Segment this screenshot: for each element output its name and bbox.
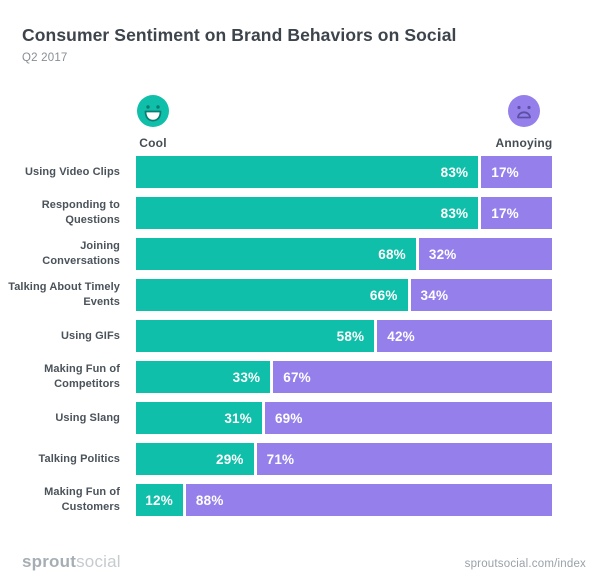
cool-bar-segment: 31% — [136, 402, 262, 434]
row-bars: 66% 34% — [136, 279, 552, 311]
header: Consumer Sentiment on Brand Behaviors on… — [0, 0, 600, 64]
chart-rows: Using Video Clips 83% 17% Responding to Que… — [0, 156, 600, 516]
annoying-bar-segment: 17% — [481, 156, 552, 188]
cool-value-label: 83% — [440, 164, 469, 180]
annoying-value-label: 42% — [387, 328, 415, 344]
cool-bar-segment: 83% — [136, 197, 479, 229]
chart-row: Joining Conversations 68% 32% — [0, 238, 600, 270]
legend-cool-label: Cool — [139, 136, 167, 150]
annoying-bar-segment: 42% — [377, 320, 552, 352]
row-bars: 83% 17% — [136, 197, 552, 229]
chart-subtitle: Q2 2017 — [22, 52, 68, 64]
sproutsocial-logo: sproutsocial — [22, 552, 121, 572]
row-bars: 83% 17% — [136, 156, 552, 188]
row-bars: 31% 69% — [136, 402, 552, 434]
logo-text-light: social — [76, 552, 121, 571]
chart-row: Making Fun of Competitors 33% 67% — [0, 361, 600, 393]
annoying-value-label: 67% — [283, 369, 311, 385]
cool-value-label: 31% — [224, 410, 252, 426]
annoying-bar-segment: 67% — [273, 361, 552, 393]
legend-annoying: Annoying — [495, 95, 553, 150]
cool-bar-segment: 12% — [136, 484, 183, 516]
cool-value-label: 12% — [145, 492, 173, 508]
chart-row: Using GIFs 58% 42% — [0, 320, 600, 352]
row-label: Responding to Questions — [41, 199, 120, 226]
cool-value-label: 58% — [336, 328, 365, 344]
footer-url: sproutsocial.com/index — [464, 558, 586, 570]
cool-bar-segment: 29% — [136, 443, 254, 475]
happy-face-icon — [137, 95, 169, 127]
cool-bar-segment: 83% — [136, 156, 479, 188]
row-bars: 12% 88% — [136, 484, 552, 516]
cool-value-label: 29% — [216, 451, 244, 467]
cool-bar-segment: 33% — [136, 361, 271, 393]
annoying-value-label: 17% — [491, 205, 519, 221]
annoying-bar-segment: 17% — [481, 197, 552, 229]
cool-value-label: 83% — [440, 205, 469, 221]
row-label: Talking About Timely Events — [8, 281, 120, 308]
cool-bar-segment: 66% — [136, 279, 408, 311]
cool-value-label: 68% — [378, 246, 406, 262]
legend-cool: Cool — [136, 95, 170, 150]
row-label: Using Slang — [55, 411, 120, 424]
legend-annoying-label: Annoying — [495, 136, 553, 150]
row-label: Using Video Clips — [24, 165, 120, 178]
row-label: Using GIFs — [60, 329, 120, 342]
logo-text-bold: sprout — [22, 552, 77, 571]
annoying-bar-segment: 69% — [264, 402, 552, 434]
annoying-value-label: 17% — [491, 164, 519, 180]
chart-row: Using Slang 31% 69% — [0, 402, 600, 434]
chart-row: Responding to Questions 83% 17% — [0, 197, 600, 229]
legend: Cool Annoying — [0, 95, 600, 150]
chart-row: Talking Politics 29% 71% — [0, 443, 600, 475]
chart-row: Talking About Timely Events 66% 34% — [0, 279, 600, 311]
annoying-value-label: 34% — [420, 287, 449, 303]
chart-row: Making Fun of Customers 12% 88% — [0, 484, 600, 516]
row-bars: 33% 67% — [136, 361, 552, 393]
cool-bar-segment: 58% — [136, 320, 375, 352]
annoying-value-label: 71% — [266, 451, 295, 467]
annoying-bar-segment: 71% — [256, 443, 552, 475]
row-label: Making Fun of Competitors — [44, 363, 120, 390]
annoying-bar-segment: 32% — [418, 238, 552, 270]
annoying-value-label: 32% — [428, 246, 457, 262]
row-label: Making Fun of Customers — [44, 486, 120, 513]
annoying-value-label: 69% — [274, 410, 303, 426]
cool-value-label: 33% — [232, 369, 261, 385]
row-label: Joining Conversations — [42, 240, 120, 267]
chart-title: Consumer Sentiment on Brand Behaviors on… — [22, 25, 457, 45]
row-bars: 29% 71% — [136, 443, 552, 475]
cool-value-label: 66% — [369, 287, 398, 303]
sad-face-icon — [508, 95, 540, 127]
row-bars: 68% 32% — [136, 238, 552, 270]
cool-bar-segment: 68% — [136, 238, 416, 270]
annoying-bar-segment: 34% — [410, 279, 552, 311]
footer: sproutsocial sproutsocial.com/index — [0, 552, 600, 572]
chart-row: Using Video Clips 83% 17% — [0, 156, 600, 188]
annoying-value-label: 88% — [195, 492, 224, 508]
annoying-bar-segment: 88% — [185, 484, 552, 516]
row-label: Talking Politics — [38, 452, 120, 465]
row-bars: 58% 42% — [136, 320, 552, 352]
